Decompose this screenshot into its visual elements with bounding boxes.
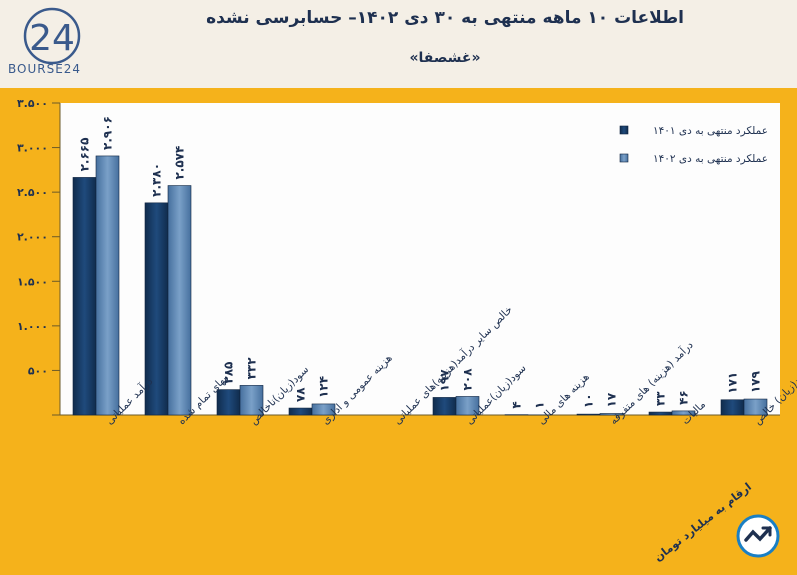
page-title: اطلاعات ۱۰ ماهه منتهی به ۳۰ دی ۱۴۰۲– حسا… — [206, 8, 684, 28]
bar-value-label: ۳۳۲ — [245, 357, 259, 380]
y-tick-label: ۳.۰۰۰ — [17, 142, 48, 155]
bar-1401 — [216, 389, 241, 416]
legend: عملکرد منتهی به دی ۱۴۰۱ عملکرد منتهی به د… — [619, 125, 768, 165]
bar-value-label: ۱۷۱ — [726, 372, 740, 394]
y-tick-label: ۲.۰۰۰ — [17, 231, 48, 244]
bar-value-label: ۲.۵۷۴ — [173, 146, 187, 180]
bar-1402 — [239, 385, 264, 416]
bar-value-label: ۱۷ — [605, 392, 619, 407]
unit-note: ارقام به میلیارد تومان — [652, 480, 754, 564]
bar-1402 — [167, 185, 192, 416]
bar-value-label: ۴۶ — [677, 390, 691, 405]
bar-value-label: ۷۸ — [294, 387, 308, 402]
y-axis: ۵۰۰ ۱.۰۰۰ ۱.۵۰۰ ۲.۰۰۰ ۲.۵۰۰ ۳.۰۰۰ ۳.۵۰۰ — [17, 97, 780, 416]
bar-value-label: ۲۰۸ — [461, 368, 475, 391]
unit-note-group: ارقام به میلیارد تومان — [652, 480, 754, 564]
bar-1402 — [599, 413, 624, 416]
bar-1402 — [743, 398, 768, 416]
bar-1401 — [720, 399, 745, 416]
logo-mark: 24 — [29, 18, 75, 59]
bourse24-logo-icon: 24 — [23, 7, 81, 65]
bar-1401 — [648, 411, 673, 416]
bar-value-label: ۲.۳۸۰ — [150, 163, 164, 197]
bar-1401 — [432, 397, 457, 416]
page-subtitle: «غشصفا» — [409, 50, 481, 66]
y-tick-label: ۳.۵۰۰ — [17, 97, 48, 110]
legend-swatch — [619, 153, 629, 163]
bar-1401 — [576, 413, 601, 416]
bar-value-label: ۱ — [533, 402, 547, 409]
bar-value-label: ۲.۹۰۶ — [101, 116, 115, 150]
bars: ۲.۶۶۵ ۲.۹۰۶ ۲.۳۸۰ ۲.۵۷۴ ۲۸۵ ۳۳۲ ۷۸ ۱۲۴ ۱۹۷ ۲۰۸ ۴ ۱ ۱… — [72, 116, 768, 416]
bar-value-label: ۱۹۷ — [438, 369, 452, 392]
y-tick-label: ۱.۵۰۰ — [17, 275, 48, 288]
legend-label: عملکرد منتهی به دی ۱۴۰۲ — [653, 153, 768, 165]
bar-value-label: ۱۷۹ — [749, 370, 763, 393]
legend-label: عملکرد منتهی به دی ۱۴۰۱ — [653, 125, 768, 137]
y-tick-label: ۵۰۰ — [28, 364, 48, 377]
bar-1402 — [95, 155, 120, 416]
bar-value-label: ۲.۶۶۵ — [78, 138, 92, 172]
bar-1402 — [671, 410, 696, 416]
bar-1401 — [72, 177, 97, 416]
bar-1402 — [311, 403, 336, 416]
chart-trend-icon — [736, 514, 780, 558]
bar-value-label: ۴ — [510, 401, 524, 408]
bar-value-label: ۱۰ — [582, 393, 596, 408]
bar-1402 — [455, 396, 480, 416]
bar-value-label: ۱۲۴ — [317, 376, 331, 398]
header: 24 BOURSE24 اطلاعات ۱۰ ماهه منتهی به ۳۰ … — [0, 0, 797, 88]
bar-value-label: ۲۸۵ — [222, 362, 236, 384]
y-tick-label: ۱.۰۰۰ — [17, 320, 48, 333]
legend-swatch — [619, 125, 629, 135]
logo-text: BOURSE24 — [8, 62, 82, 76]
bar-1401 — [288, 407, 313, 416]
y-tick-label: ۲.۵۰۰ — [17, 186, 48, 199]
bar-value-label: ۳۳ — [654, 391, 668, 406]
